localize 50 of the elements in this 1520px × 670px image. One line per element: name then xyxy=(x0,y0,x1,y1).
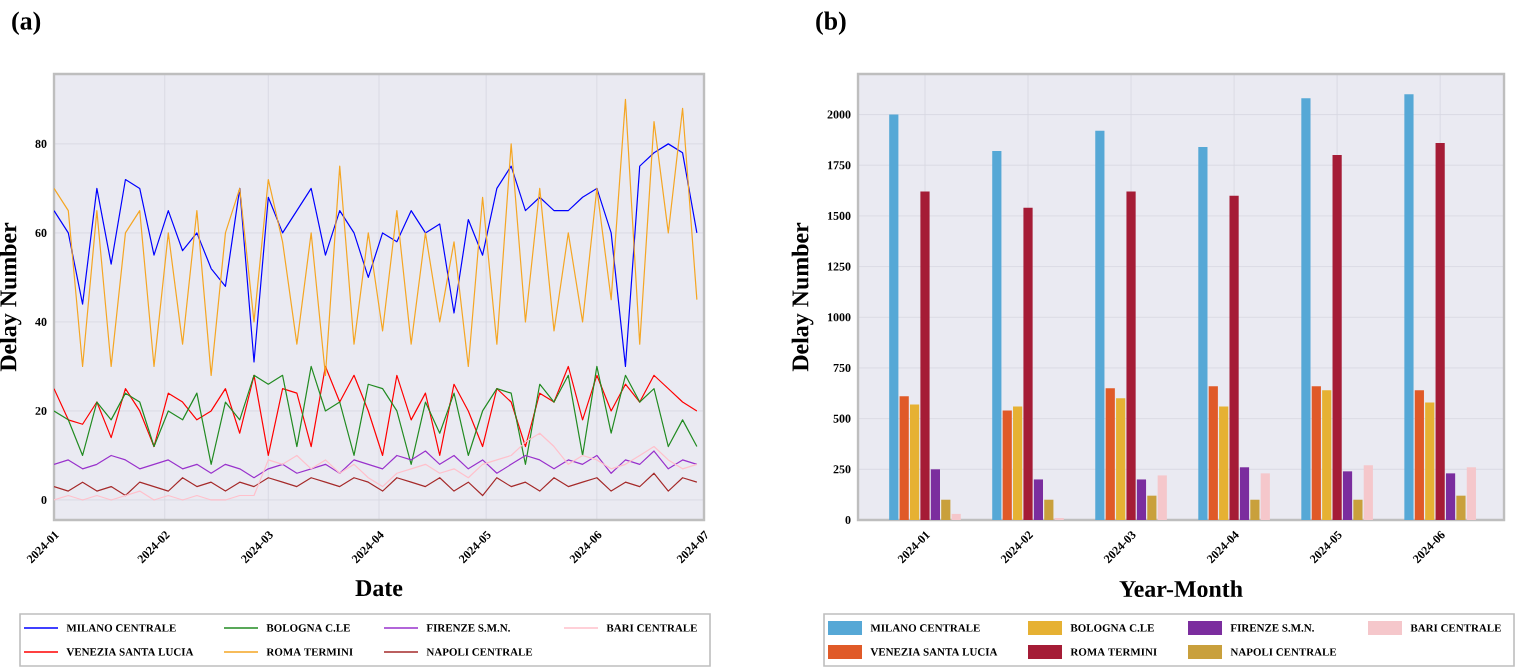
bar xyxy=(1311,386,1321,520)
bar xyxy=(1363,465,1373,520)
x-axis-title: Year-Month xyxy=(1119,580,1243,598)
bar xyxy=(920,191,930,520)
line-series xyxy=(54,98,698,376)
bar xyxy=(1013,406,1023,520)
bar xyxy=(1219,406,1229,520)
bar xyxy=(1126,191,1136,520)
bar xyxy=(1105,388,1115,520)
y-axis-title: Delay Number xyxy=(791,222,814,372)
line-series xyxy=(54,143,698,368)
bar xyxy=(1136,479,1147,520)
bar xyxy=(1239,467,1250,520)
bar xyxy=(1260,473,1270,520)
bar xyxy=(1147,495,1157,520)
bar xyxy=(1116,398,1126,520)
bar xyxy=(1157,475,1167,520)
bar xyxy=(1208,386,1218,520)
bar xyxy=(1445,473,1456,520)
bar xyxy=(1342,471,1353,520)
bar xyxy=(1425,402,1435,520)
bar xyxy=(1322,390,1332,520)
bar xyxy=(1095,130,1105,520)
bar xyxy=(941,499,951,520)
bar xyxy=(1435,142,1445,520)
bar xyxy=(1198,146,1208,520)
bar xyxy=(889,114,899,520)
x-axis-title: Date xyxy=(355,580,403,597)
y-axis-title: Delay Number xyxy=(0,222,22,372)
bar xyxy=(1044,499,1054,520)
bar xyxy=(992,151,1002,520)
chart-title: (a) xyxy=(12,11,41,35)
bar xyxy=(1404,94,1414,520)
bar xyxy=(930,469,940,520)
bar xyxy=(1033,479,1044,520)
bar xyxy=(1229,195,1239,520)
bar xyxy=(1414,390,1424,520)
bar xyxy=(1250,499,1260,520)
bar xyxy=(951,513,961,520)
bar xyxy=(1353,499,1363,520)
bar xyxy=(1301,98,1311,520)
chart-title: (b) xyxy=(816,11,846,35)
bar xyxy=(899,396,909,520)
bar xyxy=(1023,207,1033,520)
bar xyxy=(1466,467,1476,520)
bar xyxy=(1332,155,1342,520)
bar xyxy=(909,404,920,520)
line-series xyxy=(54,472,698,497)
bar xyxy=(1456,495,1466,520)
bar xyxy=(1002,410,1012,520)
